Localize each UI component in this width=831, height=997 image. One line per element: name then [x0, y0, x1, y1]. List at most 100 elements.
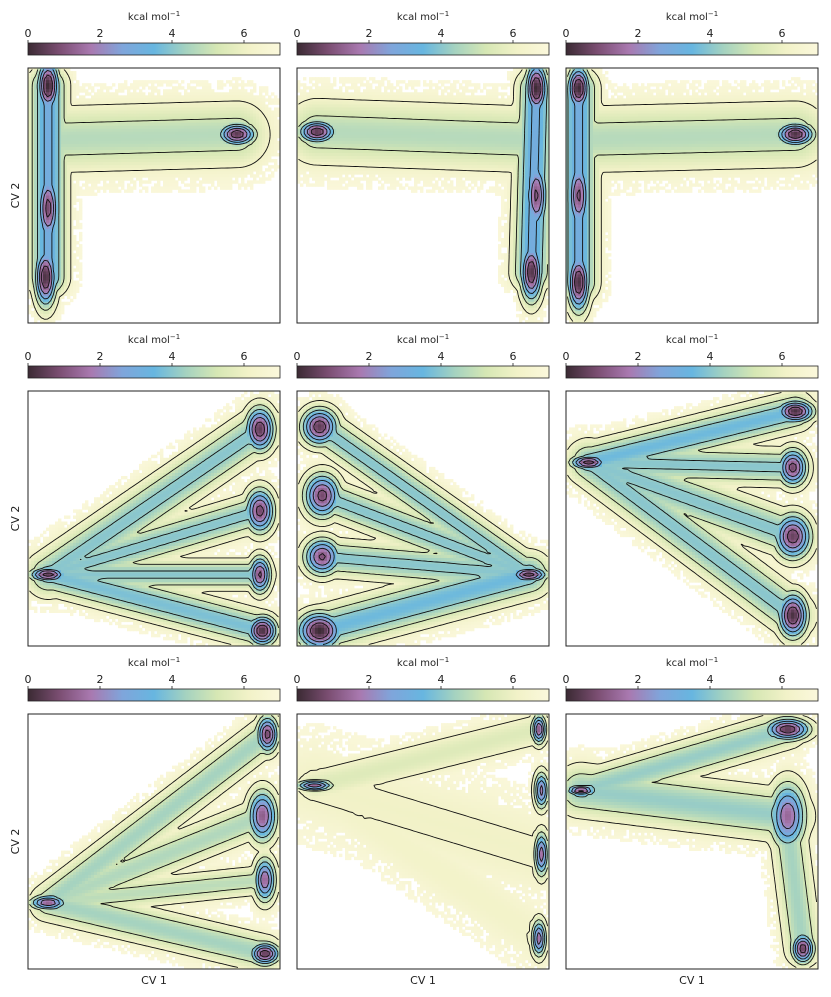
colorbar-tick-label: 2 — [97, 350, 104, 363]
contour-level — [573, 78, 803, 294]
contour-level — [298, 405, 548, 645]
contour-level — [31, 408, 277, 645]
colorbar-tick-label: 6 — [779, 673, 786, 686]
fes-panel-c1: 0 2 4 6 kcal mol−1 CV 2 CV 1 — [9, 656, 281, 987]
colorbar-tick-label: 6 — [779, 27, 786, 40]
heatmap — [297, 68, 549, 323]
heatmap — [566, 391, 818, 646]
contour-level — [298, 69, 548, 306]
contour-level — [567, 715, 817, 968]
contour-level — [567, 69, 813, 310]
heatmap — [28, 391, 280, 646]
colorbar-tick-label: 4 — [169, 350, 176, 363]
contour-level — [572, 400, 813, 637]
heatmap — [566, 68, 818, 323]
colorbar-tick-label: 2 — [366, 673, 373, 686]
contour-lines — [298, 400, 548, 645]
contour-level — [34, 412, 274, 643]
colorbar-tick-label: 4 — [169, 27, 176, 40]
colorbar-label: kcal mol−1 — [128, 656, 180, 669]
plot-frame — [565, 390, 819, 647]
contour-level — [578, 725, 807, 954]
colorbar — [27, 688, 281, 702]
contour-level — [29, 715, 279, 967]
colorbar-tick-label: 4 — [438, 350, 445, 363]
colorbar-tick-label: 4 — [707, 350, 714, 363]
colorbar-label: kcal mol−1 — [666, 10, 718, 23]
contour-level — [298, 715, 548, 964]
colorbar-tick-label: 2 — [635, 27, 642, 40]
contour-level — [300, 69, 548, 300]
contour-level — [31, 69, 258, 311]
x-axis-label: CV 1 — [141, 974, 167, 987]
contour-level — [574, 722, 809, 957]
fes-panel-a2: 0 2 4 6 kcal mol−1 — [294, 10, 550, 324]
contour-level — [298, 715, 548, 958]
colorbar-tick-label: 2 — [366, 350, 373, 363]
colorbar-tick-label: 0 — [294, 673, 301, 686]
heatmap — [28, 714, 280, 969]
contour-level — [29, 404, 279, 645]
contour-level — [575, 402, 810, 633]
colorbar-tick-label: 4 — [707, 27, 714, 40]
y-axis-label: CV 2 — [9, 183, 22, 209]
colorbar-tick-label: 0 — [25, 350, 32, 363]
plot-frame — [565, 67, 819, 324]
heatmap — [28, 68, 280, 323]
colorbar-tick-label: 2 — [366, 27, 373, 40]
contour-level — [571, 720, 812, 960]
contour-level — [567, 69, 817, 322]
contour-level — [310, 420, 535, 639]
colorbar-tick-label: 6 — [510, 673, 517, 686]
y-axis-label: CV 2 — [9, 829, 22, 855]
colorbar-tick-label: 6 — [241, 673, 248, 686]
fes-panel-b1: 0 2 4 6 kcal mol−1 CV 2 — [9, 333, 281, 647]
contour-level — [302, 413, 543, 645]
contour-level — [37, 69, 251, 300]
contour-level — [569, 71, 810, 305]
contour-level — [298, 409, 546, 645]
colorbar-tick-label: 6 — [241, 27, 248, 40]
contour-lines — [567, 715, 817, 968]
colorbar — [296, 42, 550, 56]
contour-level — [310, 77, 542, 283]
colorbar-tick-label: 4 — [169, 673, 176, 686]
colorbar-tick-label: 6 — [510, 27, 517, 40]
fes-panel-c3: 0 2 4 6 kcal mol−1 CV 1 — [563, 656, 819, 987]
contour-level — [307, 722, 544, 945]
colorbar-tick-label: 2 — [635, 673, 642, 686]
plot-frame — [296, 67, 550, 324]
colorbar-tick-label: 4 — [438, 27, 445, 40]
fes-panel-c2: 0 2 4 6 kcal mol−1 CV 1 — [294, 656, 550, 987]
fes-panel-b2: 0 2 4 6 kcal mol−1 — [294, 333, 550, 647]
contour-level — [303, 69, 546, 294]
contour-lines — [29, 715, 279, 968]
plot-frame — [565, 713, 819, 970]
contour-level — [567, 69, 817, 316]
contour-level — [42, 421, 269, 637]
colorbar-label: kcal mol−1 — [397, 656, 449, 669]
contour-level — [578, 404, 807, 629]
colorbar — [565, 688, 819, 702]
colorbar — [27, 42, 281, 56]
contour-level — [29, 397, 279, 645]
contour-level — [35, 69, 255, 305]
y-axis-label: CV 2 — [9, 506, 22, 532]
contour-level — [306, 416, 539, 643]
colorbar-label: kcal mol−1 — [397, 333, 449, 346]
contour-level — [29, 715, 279, 968]
colorbar-label: kcal mol−1 — [128, 10, 180, 23]
colorbar-tick-label: 4 — [707, 673, 714, 686]
contour-level — [36, 721, 276, 963]
colorbar — [565, 42, 819, 56]
colorbar-label: kcal mol−1 — [666, 333, 718, 346]
contour-level — [567, 715, 816, 966]
contour-level — [582, 406, 803, 625]
contour-lines — [567, 69, 817, 322]
fes-panel-b3: 0 2 4 6 kcal mol−1 — [563, 333, 819, 647]
x-axis-label: CV 1 — [679, 974, 705, 987]
contour-level — [567, 392, 817, 645]
contour-level — [303, 719, 547, 950]
colorbar-tick-label: 6 — [241, 350, 248, 363]
